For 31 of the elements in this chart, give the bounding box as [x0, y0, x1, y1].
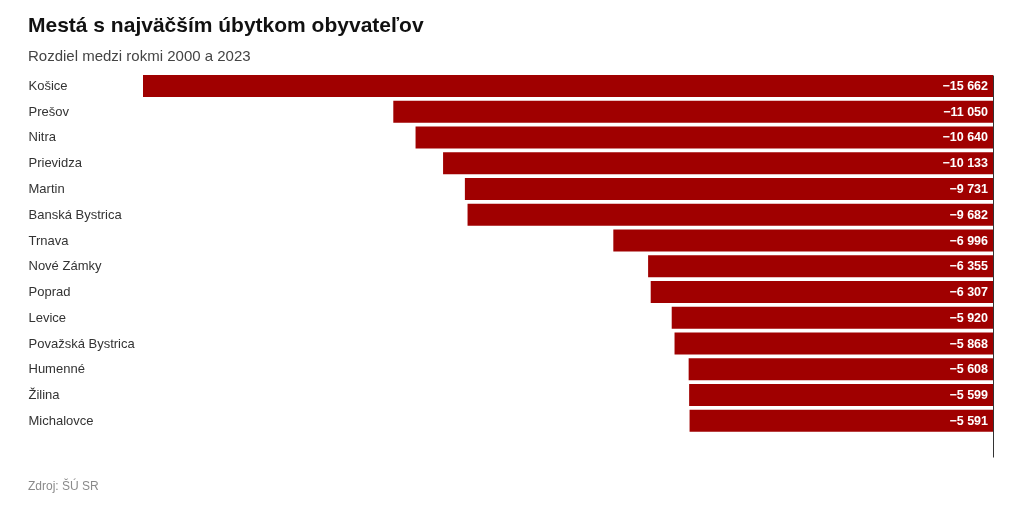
- data-label: −5 868: [949, 336, 989, 351]
- y-tick-label: Humenné: [28, 361, 85, 377]
- data-label: −5 608: [949, 362, 989, 377]
- y-tick-label: Michalovce: [28, 412, 94, 428]
- y-tick-label: Poprad: [28, 284, 71, 300]
- y-tick-label: Žilina: [28, 387, 61, 403]
- data-label: −5 591: [949, 413, 989, 428]
- text: Zdroj: ŠÚ SR: [28, 479, 99, 493]
- y-tick-label: Považská Bystrica: [28, 335, 136, 351]
- data-label: −6 996: [949, 233, 989, 248]
- chart-title: Mestá s najväčším úbytkom obyvateľov: [28, 13, 424, 36]
- y-tick-label: Nitra: [28, 129, 57, 145]
- data-label: −5 920: [949, 310, 989, 325]
- y-tick-label: Levice: [28, 309, 67, 325]
- y-tick-label: Prešov: [28, 103, 70, 119]
- data-label: −15 662: [942, 79, 989, 93]
- chart-subtitle: Rozdiel medzi rokmi 2000 a 2023: [28, 47, 251, 64]
- data-label: −6 355: [949, 259, 989, 274]
- data-label: −9 682: [949, 207, 989, 222]
- y-tick-label: Prievidza: [28, 155, 83, 171]
- y-tick-label: Nové Zámky: [28, 258, 102, 274]
- y-tick-label: Martin: [28, 181, 65, 196]
- data-label: −10 640: [942, 130, 989, 145]
- data-label: −5 599: [949, 388, 989, 403]
- y-tick-label: Trnava: [28, 232, 70, 248]
- data-label: −6 307: [949, 285, 989, 300]
- data-label: −10 133: [942, 156, 989, 171]
- data-label: −11 050: [943, 104, 989, 119]
- data-label: −9 731: [949, 182, 989, 196]
- y-tick-label: Banská Bystrica: [28, 206, 123, 222]
- y-tick-label: Košice: [28, 78, 68, 93]
